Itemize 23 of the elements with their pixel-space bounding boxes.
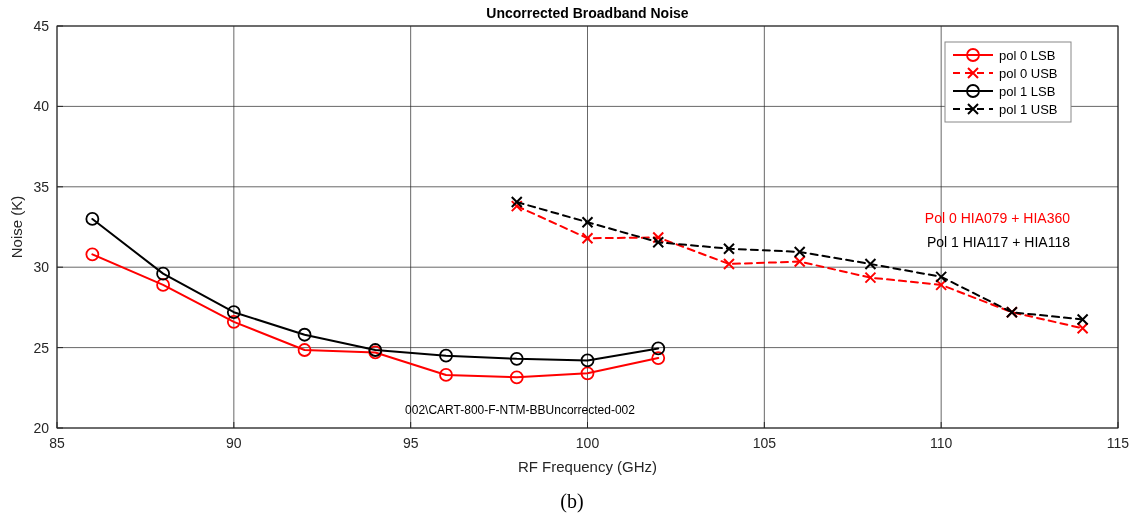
y-tick-label: 20 [33,420,50,436]
y-tick-label: 25 [33,339,50,356]
y-tick-label: 35 [33,178,50,195]
text: (b) [560,490,584,513]
x-tick-label: 110 [930,435,953,451]
x-tick-label: 100 [575,435,600,451]
y-tick-label: 45 [33,18,50,34]
annotation: Pol 0 HIA079 + HIA360 [924,210,1071,226]
legend-label: pol 0 USB [999,66,1058,81]
x-tick-label: 90 [226,435,242,451]
x-tick-label: 85 [49,435,65,451]
x-axis-title: RF Frequency (GHz) [517,458,658,475]
legend-label: pol 1 USB [999,102,1058,117]
chart-title: Uncorrected Broadband Noise [486,5,689,21]
x-tick-label: 95 [402,435,419,451]
legend-label: pol 1 LSB [999,84,1056,99]
x-tick-label: 105 [752,435,777,451]
y-tick-label: 40 [33,98,50,115]
annotation: Pol 1 HIA117 + HIA118 [926,234,1071,250]
x-tick-label: 115 [1106,435,1130,451]
legend-label: pol 0 LSB [999,48,1056,63]
y-axis-title: Noise (K) [8,195,25,259]
y-tick-label: 30 [33,259,50,276]
